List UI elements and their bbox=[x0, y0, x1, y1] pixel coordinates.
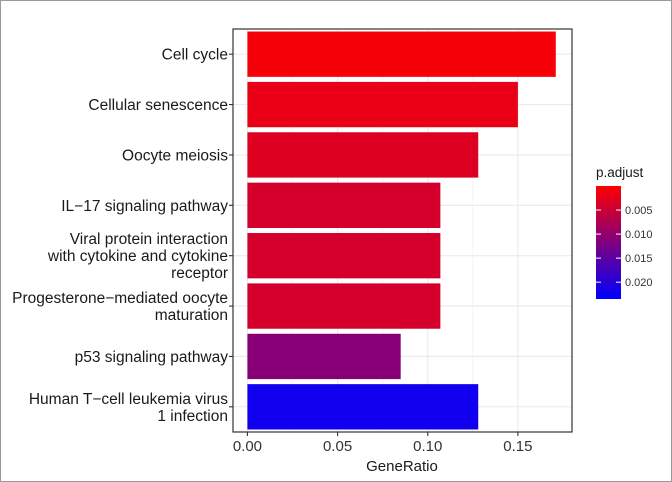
bar bbox=[247, 81, 518, 128]
bar bbox=[247, 333, 401, 380]
y-tick-label: p53 signaling pathway bbox=[75, 349, 229, 366]
legend-colorbar bbox=[596, 186, 621, 299]
y-tick-label: Viral protein interaction with cytokine a… bbox=[47, 231, 228, 282]
plot-border bbox=[232, 28, 573, 433]
bar bbox=[247, 283, 441, 329]
y-tick-label: Progesterone−mediated oocyte maturation bbox=[12, 290, 228, 324]
x-tick-label: 0.15 bbox=[503, 438, 532, 455]
x-tick-label: 0.00 bbox=[233, 438, 262, 455]
x-axis-title: GeneRatio bbox=[366, 458, 438, 475]
legend-tick-label: 0.005 bbox=[625, 205, 653, 217]
y-tick-label: Cellular senescence bbox=[88, 97, 228, 114]
bar bbox=[247, 182, 441, 228]
legend-tick-label: 0.010 bbox=[625, 229, 653, 241]
bar bbox=[247, 233, 441, 279]
legend-title: p.adjust bbox=[596, 165, 644, 180]
x-tick-label: 0.05 bbox=[323, 438, 352, 455]
y-tick-label: Human T−cell leukemia virus 1 infection bbox=[29, 391, 228, 425]
y-tick-label: Cell cycle bbox=[162, 47, 228, 64]
bar bbox=[247, 384, 479, 430]
y-tick-label: Oocyte meiosis bbox=[122, 147, 228, 164]
bar bbox=[247, 132, 479, 178]
legend-tick-label: 0.020 bbox=[625, 277, 653, 289]
x-tick-label: 0.10 bbox=[413, 438, 442, 455]
bar bbox=[247, 31, 556, 77]
legend-tick-label: 0.015 bbox=[625, 253, 653, 265]
y-tick-label: IL−17 signaling pathway bbox=[61, 198, 228, 215]
